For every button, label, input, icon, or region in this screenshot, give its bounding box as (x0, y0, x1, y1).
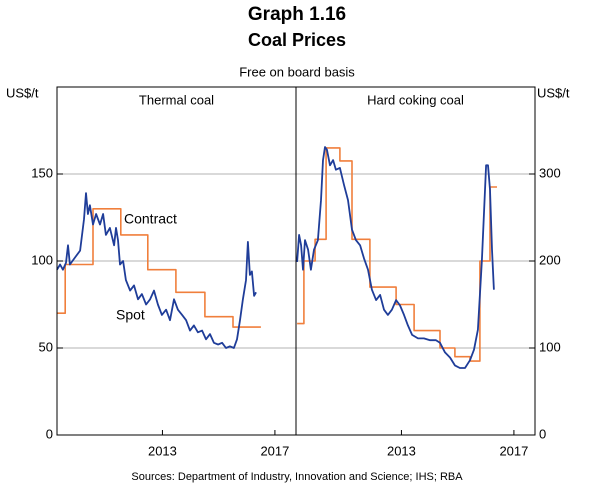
x-tick-label: 2013 (387, 443, 416, 458)
series-label: Contract (124, 211, 177, 227)
x-tick-label: 2017 (260, 443, 289, 458)
y-tick-label: 200 (539, 252, 561, 267)
y-tick-label: 150 (31, 165, 53, 180)
y-tick-label: 0 (46, 426, 53, 441)
x-tick-label: 2017 (499, 443, 528, 458)
chart-title: Coal Prices (248, 30, 346, 50)
series-line (57, 208, 261, 328)
graph-number: Graph 1.16 (248, 4, 346, 25)
panel-title: Thermal coal (139, 92, 214, 107)
series-line (297, 147, 497, 362)
series-label: Spot (116, 307, 145, 323)
panel-title: Hard coking coal (367, 92, 464, 107)
y-tick-label: 50 (39, 339, 53, 354)
y-tick-label: 300 (539, 165, 561, 180)
source-note: Sources: Department of Industry, Innovat… (131, 471, 463, 483)
series-line (296, 146, 495, 369)
y-axis-label: US$/t (537, 85, 570, 100)
x-tick-label: 2013 (148, 443, 177, 458)
y-tick-label: 100 (31, 252, 53, 267)
y-tick-label: 100 (539, 339, 561, 354)
y-tick-label: 0 (539, 426, 546, 441)
y-axis-label: US$/t (6, 85, 39, 100)
chart-subtitle: Free on board basis (239, 64, 355, 79)
series-line (56, 192, 257, 349)
